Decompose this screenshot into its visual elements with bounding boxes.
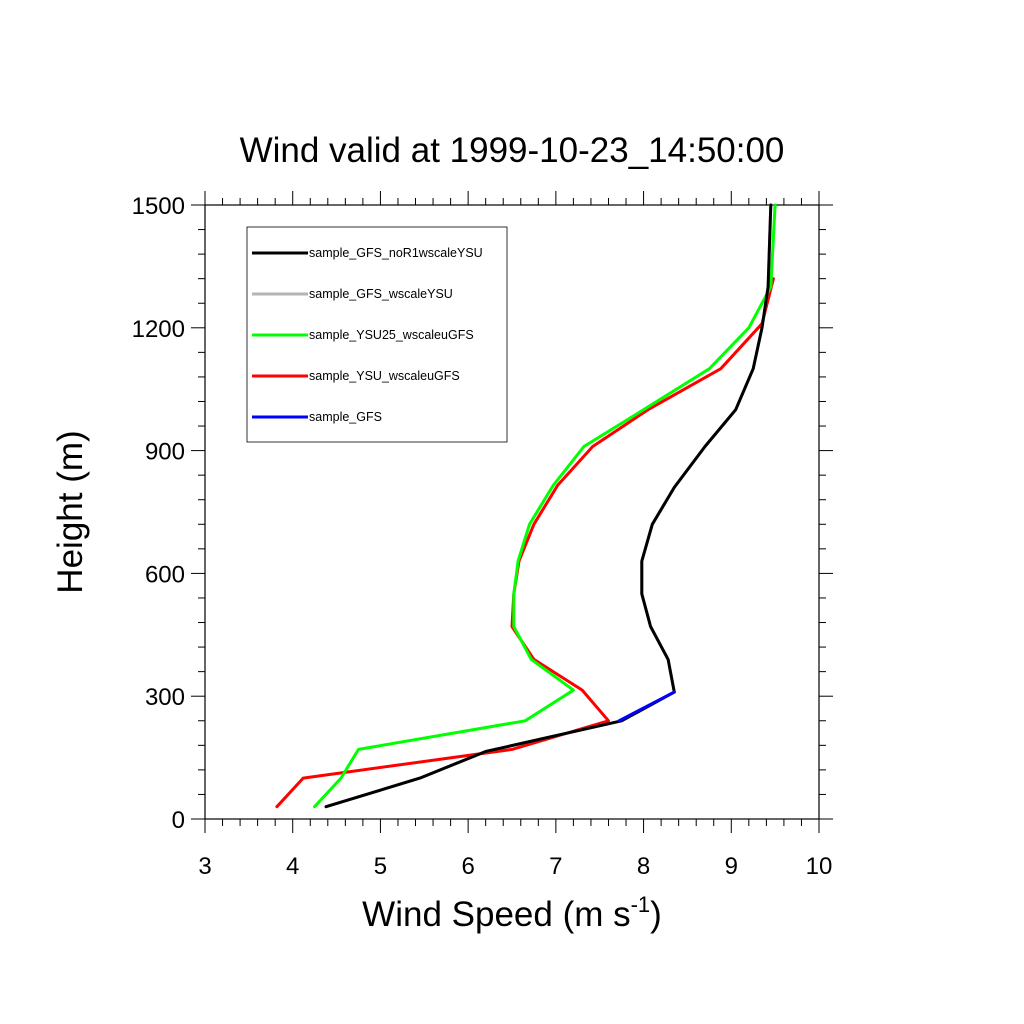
x-tick-labels: 3 4 5 6 7 8 9 10 bbox=[198, 853, 832, 880]
x-tick-label: 5 bbox=[374, 853, 387, 880]
x-tick-label: 6 bbox=[461, 853, 474, 880]
chart-title: Wind valid at 1999-10-23_14:50:00 bbox=[240, 131, 785, 170]
legend-label: sample_GFS bbox=[309, 410, 382, 424]
x-tick-label: 4 bbox=[286, 853, 299, 880]
legend-label: sample_GFS_noR1wscaleYSU bbox=[309, 246, 483, 260]
legend-items: sample_GFS_noR1wscaleYSU sample_GFS_wscal… bbox=[252, 246, 483, 424]
legend-label: sample_YSU25_wscaleuGFS bbox=[309, 328, 474, 342]
x-tick-label: 8 bbox=[637, 853, 650, 880]
legend-label: sample_GFS_wscaleYSU bbox=[309, 287, 453, 301]
x-tick-label: 10 bbox=[806, 853, 833, 880]
x-tick-label: 9 bbox=[725, 853, 738, 880]
y-tick-labels: 0 300 600 900 1200 1500 bbox=[132, 193, 185, 834]
series-line-sample_YSU25_wscaleuGFS bbox=[313, 203, 777, 809]
x-tick-label: 3 bbox=[198, 853, 211, 880]
series-line-sample_GFS bbox=[617, 690, 676, 723]
y-axis-label: Height (m) bbox=[51, 430, 90, 593]
y-tick-label: 1500 bbox=[132, 193, 185, 220]
y-tick-label: 0 bbox=[172, 807, 185, 834]
y-tick-label: 1200 bbox=[132, 316, 185, 343]
x-axis-label-suffix: ) bbox=[650, 895, 662, 934]
series-line-sample_GFS_noR1wscaleYSU bbox=[324, 203, 773, 809]
x-axis-label: Wind Speed (m s-1) bbox=[362, 892, 662, 934]
x-tick-label: 7 bbox=[549, 853, 562, 880]
x-axis-label-main: Wind Speed (m s bbox=[362, 895, 630, 934]
y-tick-label: 900 bbox=[145, 439, 185, 466]
axis-ticks bbox=[191, 191, 833, 833]
legend: sample_GFS_noR1wscaleYSU sample_GFS_wscal… bbox=[246, 226, 508, 443]
y-tick-label: 300 bbox=[145, 684, 185, 711]
legend-label: sample_YSU_wscaleuGFS bbox=[309, 369, 460, 383]
plot-frame bbox=[204, 204, 820, 820]
y-tick-label: 600 bbox=[145, 561, 185, 588]
series-lines bbox=[275, 203, 777, 809]
x-axis-label-exponent: -1 bbox=[631, 892, 651, 917]
